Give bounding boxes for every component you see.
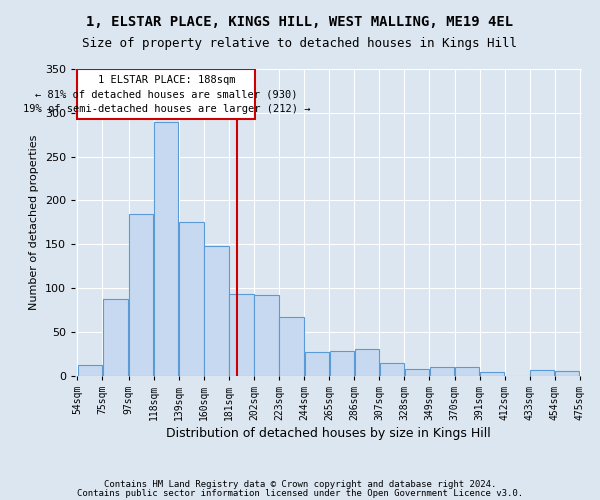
Text: 1, ELSTAR PLACE, KINGS HILL, WEST MALLING, ME19 4EL: 1, ELSTAR PLACE, KINGS HILL, WEST MALLIN… [86,15,514,29]
Text: Contains HM Land Registry data © Crown copyright and database right 2024.: Contains HM Land Registry data © Crown c… [104,480,496,489]
Bar [204,246,229,376]
X-axis label: Distribution of detached houses by size in Kings Hill: Distribution of detached houses by size … [166,427,491,440]
Bar [430,367,454,376]
FancyBboxPatch shape [77,69,255,119]
Bar [405,369,429,376]
Bar [179,222,203,376]
Bar [329,351,354,376]
Bar [555,370,580,376]
Bar [229,294,254,376]
Bar [154,122,178,376]
Text: ← 81% of detached houses are smaller (930): ← 81% of detached houses are smaller (93… [35,90,298,100]
Text: Size of property relative to detached houses in Kings Hill: Size of property relative to detached ho… [83,38,517,51]
Bar [355,348,379,376]
Bar [254,295,279,376]
Y-axis label: Number of detached properties: Number of detached properties [29,134,40,310]
Bar [380,362,404,376]
Bar [103,298,128,376]
Bar [78,366,102,376]
Bar [305,352,329,376]
Bar [480,372,504,376]
Text: 1 ELSTAR PLACE: 188sqm: 1 ELSTAR PLACE: 188sqm [98,75,235,85]
Bar [455,367,479,376]
Bar [280,317,304,376]
Text: 19% of semi-detached houses are larger (212) →: 19% of semi-detached houses are larger (… [23,104,310,114]
Text: Contains public sector information licensed under the Open Government Licence v3: Contains public sector information licen… [77,489,523,498]
Bar [129,214,154,376]
Bar [530,370,554,376]
